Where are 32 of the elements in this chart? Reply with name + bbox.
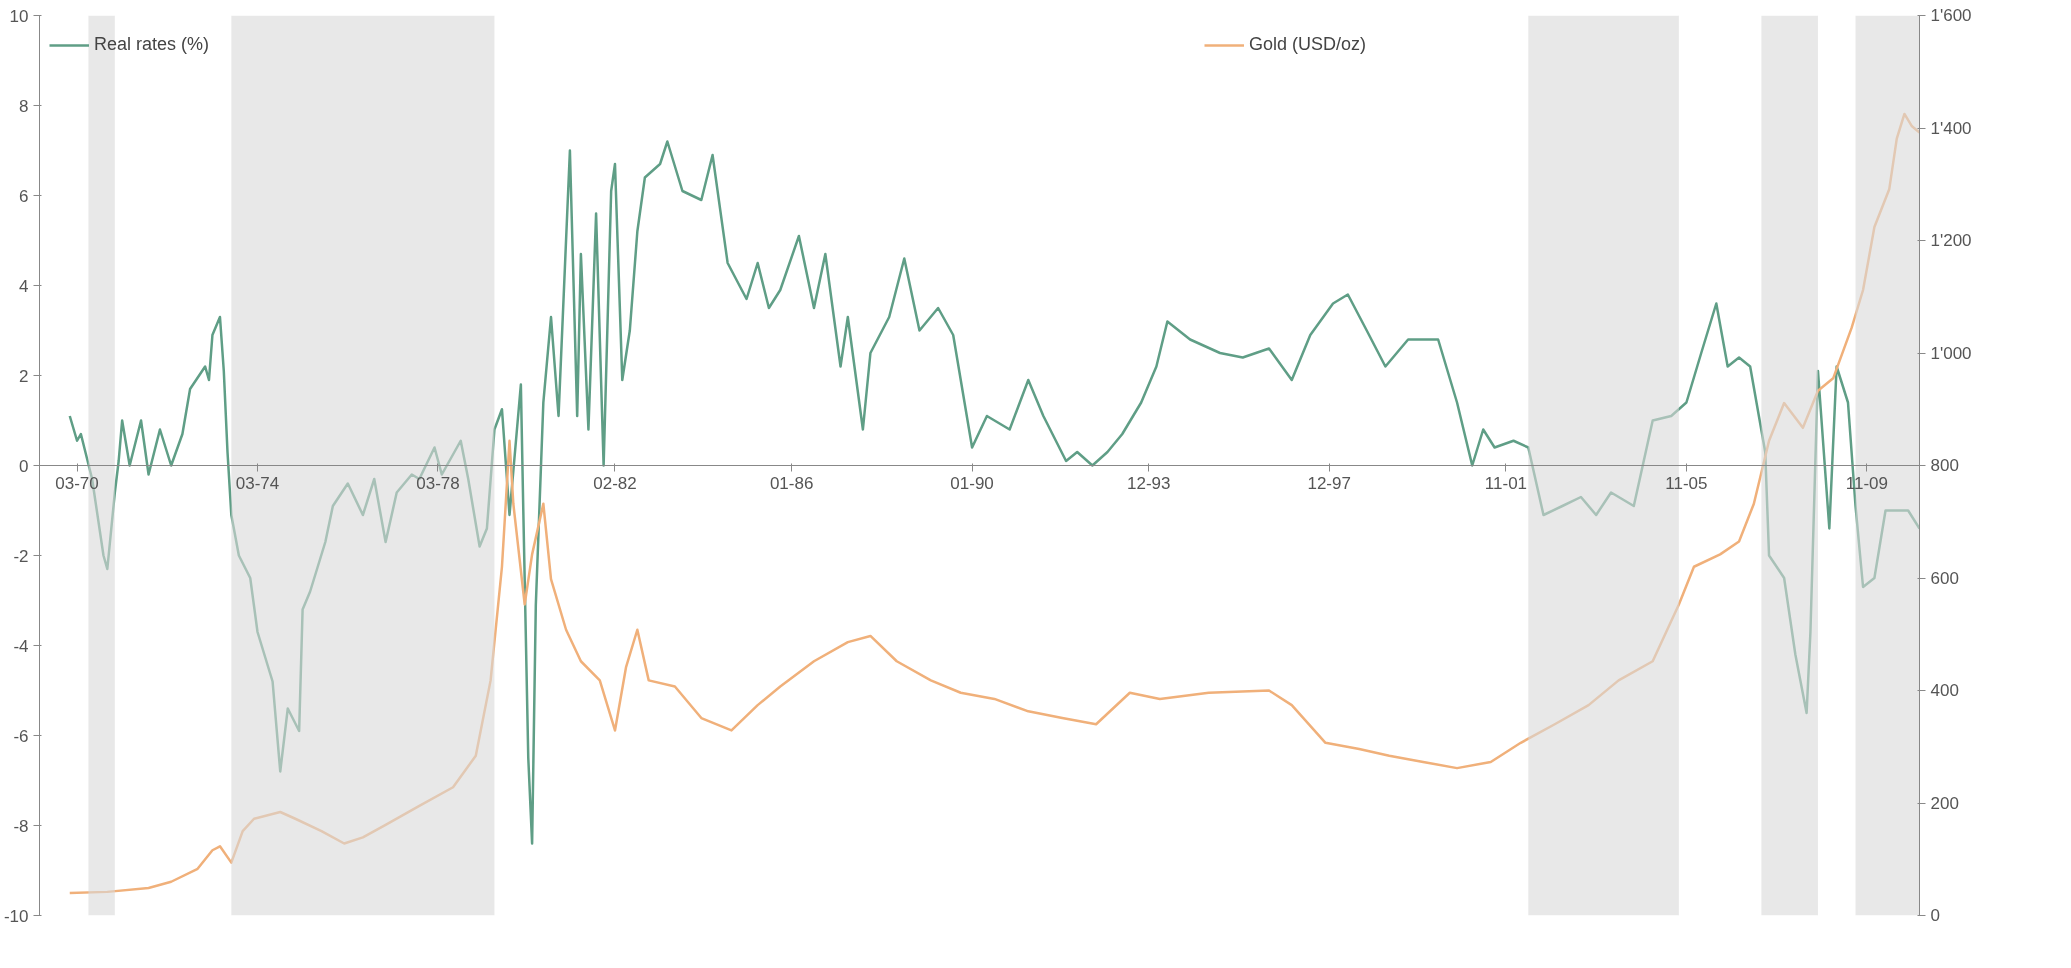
- legend-label: Gold (USD/oz): [1249, 34, 1367, 55]
- y2-tick-label: 200: [1930, 793, 1959, 813]
- y-tick-label: -6: [13, 726, 29, 746]
- y-tick-label: 10: [9, 6, 29, 26]
- y-tick-label: 2: [19, 366, 29, 386]
- x-tick-label: 03-74: [235, 473, 280, 493]
- y-tick-label: 8: [19, 96, 29, 116]
- y2-tick-label: 800: [1930, 456, 1959, 475]
- y-tick-label: -4: [13, 636, 29, 656]
- y2-tick-label: 0: [1930, 906, 1940, 925]
- y-tick-label: -8: [13, 816, 29, 836]
- y-tick-label: 6: [19, 186, 29, 206]
- y2-tick-label: 400: [1930, 681, 1959, 700]
- x-tick-label: 11-05: [1665, 473, 1708, 493]
- y2-tick-label: 600: [1930, 568, 1959, 588]
- x-tick-label: 11-01: [1484, 473, 1528, 493]
- y2-tick-label: 1'000: [1930, 343, 1972, 363]
- x-tick-label: 01-86: [769, 473, 814, 493]
- x-tick-label: 12-93: [1126, 473, 1171, 493]
- y-tick-label: 0: [19, 456, 29, 476]
- x-tick-label: 03-78: [416, 473, 460, 493]
- x-tick-label: 02-82: [593, 473, 637, 493]
- y-tick-label: -10: [3, 906, 29, 926]
- y2-tick-label: 1'400: [1930, 118, 1972, 138]
- y2-tick-label: 1'600: [1930, 6, 1972, 25]
- legend-label: Real rates (%): [94, 34, 210, 55]
- y-tick-label: 4: [19, 276, 29, 296]
- y2-tick-label: 1'200: [1930, 231, 1972, 250]
- y-tick-label: -2: [13, 546, 29, 566]
- x-tick-label: 12-97: [1307, 473, 1351, 493]
- x-tick-label: 01-90: [950, 473, 994, 493]
- x-tick-label: 03-70: [55, 473, 99, 493]
